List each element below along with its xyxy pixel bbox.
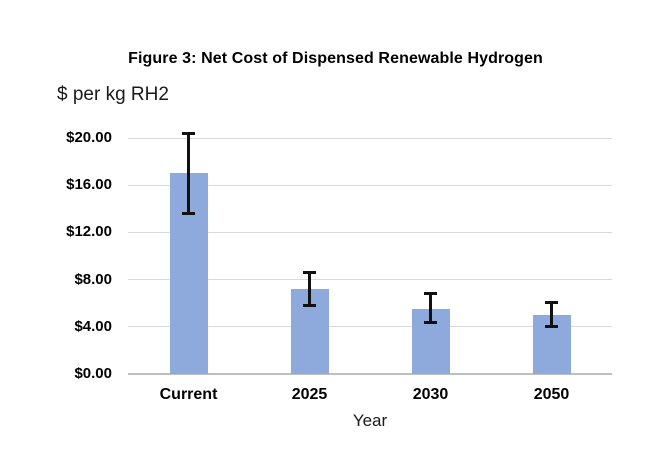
plot-area xyxy=(128,118,612,375)
chart-title: Figure 3: Net Cost of Dispensed Renewabl… xyxy=(128,50,543,67)
y-tick-label: $16.00 xyxy=(66,176,112,194)
error-bar-cap-2050 xyxy=(545,300,558,304)
error-bar-2050 xyxy=(550,302,553,327)
x-tick-label-2050: 2050 xyxy=(533,386,570,403)
error-bar-2030 xyxy=(429,293,432,323)
error-bar-2025 xyxy=(308,272,311,306)
y-tick-label: $12.00 xyxy=(66,223,112,241)
gridline xyxy=(128,231,612,233)
x-axis-line xyxy=(128,373,612,375)
error-bar-current xyxy=(187,133,190,214)
y-tick-label: $4.00 xyxy=(74,317,112,335)
gridline xyxy=(128,137,612,139)
error-bar-cap-2025 xyxy=(303,271,316,275)
y-axis-title: $ per kg RH2 xyxy=(57,84,169,105)
x-tick-label-2030: 2030 xyxy=(412,386,449,403)
x-tick-label-2025: 2025 xyxy=(291,386,328,403)
y-tick-label: $8.00 xyxy=(74,270,112,288)
gridline xyxy=(128,279,612,281)
gridline xyxy=(128,184,612,186)
error-bar-cap-2050 xyxy=(545,325,558,329)
error-bar-cap-2030 xyxy=(424,292,437,296)
gridline xyxy=(128,326,612,328)
x-axis-title: Year xyxy=(352,411,388,430)
x-tick-label-current: Current xyxy=(159,386,218,403)
error-bar-cap-current xyxy=(182,212,195,216)
error-bar-cap-2030 xyxy=(424,320,437,324)
error-bar-cap-current xyxy=(182,131,195,135)
error-bar-cap-2025 xyxy=(303,304,316,308)
y-tick-label: $0.00 xyxy=(74,365,112,382)
y-tick-label: $20.00 xyxy=(66,129,112,147)
